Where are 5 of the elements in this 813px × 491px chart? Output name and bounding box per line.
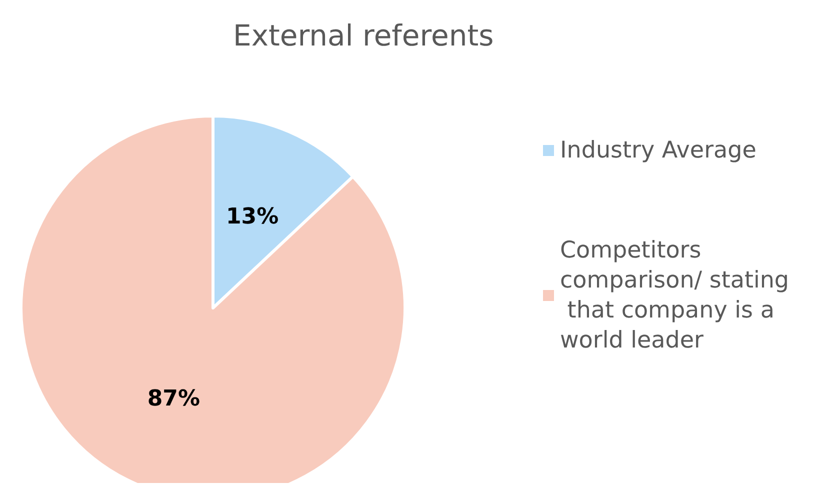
data-label: 87% bbox=[147, 386, 200, 412]
data-label: 13% bbox=[226, 204, 279, 230]
legend-label: Competitors comparison/ stating that company is a world leader bbox=[560, 238, 790, 354]
legend-label: Industry Average bbox=[560, 138, 756, 164]
chart-title: External referents bbox=[233, 18, 494, 52]
